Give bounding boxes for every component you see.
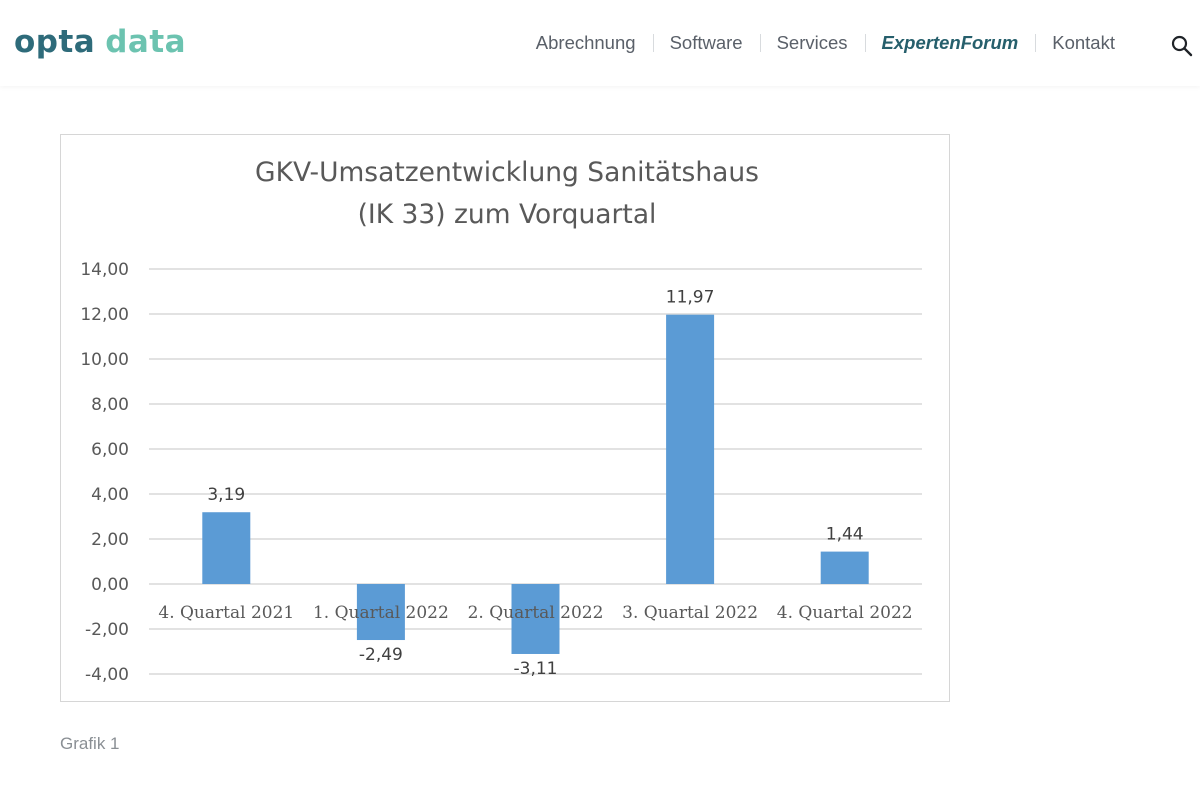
chart-title-line-1: GKV-Umsatzentwicklung Sanitätshaus xyxy=(255,157,759,188)
logo-part-data: data xyxy=(105,24,187,60)
bar-chart: 14,00 12,00 10,00 8,00 6,00 4,00 2,00 0,00 -2,00… xyxy=(80,260,922,685)
data-label: 11,97 xyxy=(666,288,715,308)
data-label: 1,44 xyxy=(826,525,864,545)
y-tick-label: 4,00 xyxy=(91,485,129,505)
y-tick-label: 2,00 xyxy=(91,530,129,550)
data-label: 3,19 xyxy=(207,485,245,505)
bar xyxy=(202,512,251,584)
bar xyxy=(820,551,869,584)
data-label: -3,11 xyxy=(514,659,558,679)
y-tick-label: 12,00 xyxy=(80,305,129,325)
y-tick-label: 14,00 xyxy=(80,260,129,280)
y-tick-label: 0,00 xyxy=(91,575,129,595)
y-tick-label: 8,00 xyxy=(91,395,129,415)
x-tick-label: 4. Quartal 2021 xyxy=(158,603,294,623)
nav-item-expertenforum[interactable]: ExpertenForum xyxy=(864,30,1036,56)
x-tick-label: 4. Quartal 2022 xyxy=(777,603,913,623)
search-icon[interactable] xyxy=(1170,34,1194,58)
nav-item-software[interactable]: Software xyxy=(652,30,760,56)
bar xyxy=(666,314,715,584)
site-header: opta data Abrechnung Software Services Ex… xyxy=(0,0,1200,86)
y-tick-label: -4,00 xyxy=(85,665,129,685)
x-tick-label: 1. Quartal 2022 xyxy=(313,603,449,623)
y-tick-label: 6,00 xyxy=(91,440,129,460)
figure-caption: Grafik 1 xyxy=(60,734,120,753)
y-tick-label: -2,00 xyxy=(85,620,129,640)
x-tick-label: 2. Quartal 2022 xyxy=(468,603,604,623)
nav-item-kontakt[interactable]: Kontakt xyxy=(1035,30,1132,56)
main-nav: Abrechnung Software Services ExpertenFor… xyxy=(519,30,1132,56)
y-tick-label: 10,00 xyxy=(80,350,129,370)
bar xyxy=(511,584,560,654)
data-label: -2,49 xyxy=(359,645,403,665)
nav-item-abrechnung[interactable]: Abrechnung xyxy=(535,32,636,53)
chart-container: GKV-Umsatzentwicklung Sanitätshaus (IK 3… xyxy=(60,134,950,702)
chart-title-line-2: (IK 33) zum Vorquartal xyxy=(357,199,657,230)
logo-part-opta: opta xyxy=(14,24,96,60)
logo[interactable]: opta data xyxy=(14,20,186,64)
x-tick-label: 3. Quartal 2022 xyxy=(622,603,758,623)
nav-item-services[interactable]: Services xyxy=(759,30,865,56)
bar xyxy=(356,584,405,641)
